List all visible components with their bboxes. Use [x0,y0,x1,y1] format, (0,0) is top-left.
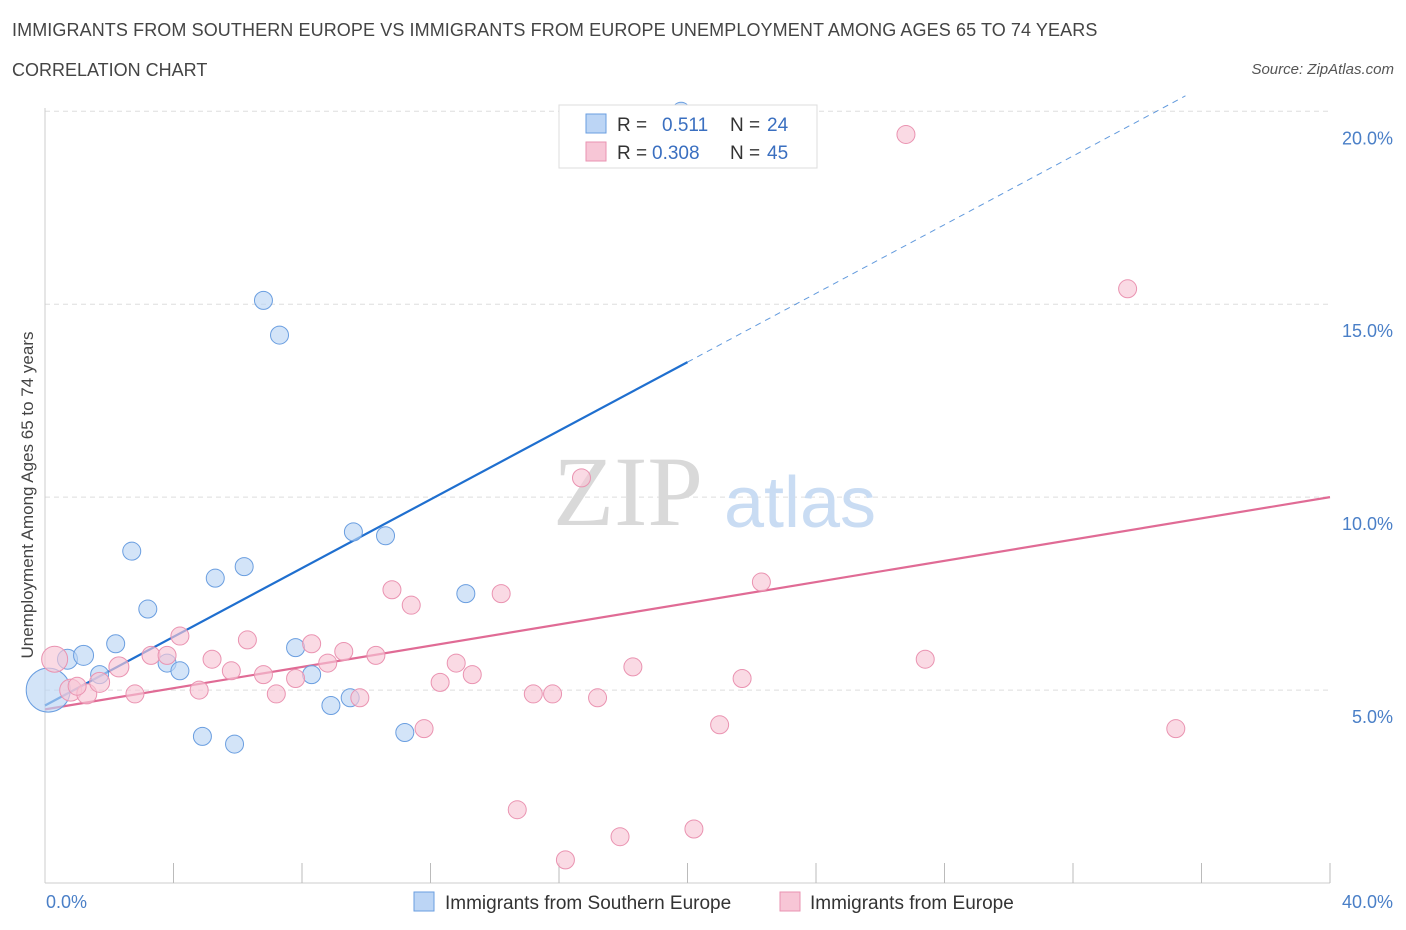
scatter-point-pink [125,684,145,704]
scatter-point-pink [157,645,177,665]
scatter-point-pink [302,634,322,654]
bottom-legend-swatch-blue [413,891,435,912]
y-tick-label: 20.0% [1342,128,1393,148]
scatter-point-pink [523,684,543,704]
scatter-point-pink [141,645,161,665]
scatter-point-pink [202,649,222,669]
scatter-point-blue [376,526,396,546]
scatter-point-pink [462,665,482,685]
legend-r-value-pink: 0.308 [652,143,700,164]
scatter-point-pink [751,572,771,592]
y-tick-label: 5.0% [1352,707,1393,727]
scatter-point-pink [170,626,190,646]
scatter-point-pink [588,688,608,708]
scatter-point-pink [543,684,563,704]
y-tick-label: 15.0% [1342,321,1393,341]
scatter-point-pink [710,715,730,735]
scatter-point-pink [507,800,527,820]
x-tick-label-max: 40.0% [1342,892,1393,912]
scatter-point-pink [430,672,450,692]
scatter-point-pink [571,468,591,488]
scatter-point-pink [610,827,630,847]
legend-n-label-pink: N = [730,143,760,164]
scatter-point-pink [1166,719,1186,739]
scatter-point-pink [237,630,257,650]
legend-swatch-pink [585,141,607,162]
scatter-point-blue [122,541,142,561]
scatter-point-pink [89,671,111,693]
legend-r-value-blue: 0.511 [662,115,708,136]
scatter-point-pink [189,680,209,700]
scatter-point-pink [382,580,402,600]
scatter-point-blue [302,665,322,685]
scatter-point-pink [491,584,511,604]
y-axis-title: Unemployment Among Ages 65 to 74 years [18,332,37,659]
scatter-point-blue [170,661,190,681]
scatter-point-pink [915,649,935,669]
scatter-point-pink [286,668,306,688]
scatter-point-pink [1118,279,1138,299]
scatter-point-pink [67,676,87,696]
scatter-point-pink [334,641,354,661]
legend-r-label-blue: R = [617,115,647,136]
bottom-legend: Immigrants from Southern Europe Immigran… [413,891,1014,914]
source-label: Source: ZipAtlas.com [1251,61,1394,78]
scatter-point-pink [555,850,575,870]
scatter-point-blue [253,290,273,310]
scatter-point-blue [321,696,341,716]
scatter-point-pink [350,688,370,708]
legend-n-value-blue: 24 [767,115,789,136]
scatter-point-pink [318,653,338,673]
scatter-point-pink [41,645,69,673]
scatter-point-blue [192,726,212,746]
legend-n-value-pink: 45 [767,143,788,164]
x-ticks [173,863,1331,883]
scatter-point-blue [286,638,306,658]
scatter-point-blue [225,734,245,754]
y-tick-label: 10.0% [1342,514,1393,534]
watermark-zip: ZIP [553,436,703,547]
data-points [25,101,1186,870]
scatter-point-blue [270,325,290,345]
scatter-point-pink [401,595,421,615]
watermark-atlas: atlas [724,463,876,543]
scatter-point-blue [205,568,225,588]
trend-lines [44,95,1331,711]
x-tick-label-min: 0.0% [46,892,87,912]
scatter-point-pink [684,819,704,839]
scatter-point-blue [73,644,95,666]
scatter-point-blue [106,634,126,654]
scatter-point-pink [446,653,466,673]
scatter-point-pink [253,665,273,685]
scatter-point-blue [234,557,254,577]
scatter-point-pink [108,656,130,678]
legend-swatch-blue [585,113,607,134]
scatter-point-pink [366,645,386,665]
top-legend: R = 0.511 N = 24 R = 0.308 N = 45 [558,104,818,169]
chart-title: IMMIGRANTS FROM SOUTHERN EUROPE VS IMMIG… [12,20,1098,40]
bottom-legend-label-pink: Immigrants from Europe [810,893,1014,914]
bottom-legend-swatch-pink [779,891,801,912]
scatter-point-pink [623,657,643,677]
scatter-point-pink [221,661,241,681]
legend-r-label-pink: R = [617,143,647,164]
chart-subtitle: CORRELATION CHART [12,60,208,80]
scatter-point-pink [266,684,286,704]
y-tick-labels: 5.0% 10.0% 15.0% 20.0% [1342,128,1393,727]
scatter-point-pink [414,719,434,739]
scatter-point-blue [343,522,363,542]
scatter-point-blue [456,584,476,604]
scatter-point-blue [138,599,158,619]
scatter-point-pink [896,124,916,144]
scatter-point-pink [732,668,752,688]
legend-n-label-blue: N = [730,115,760,136]
scatter-point-blue [395,723,415,743]
bottom-legend-label-blue: Immigrants from Southern Europe [445,893,731,914]
watermark: ZIP atlas [553,436,876,547]
